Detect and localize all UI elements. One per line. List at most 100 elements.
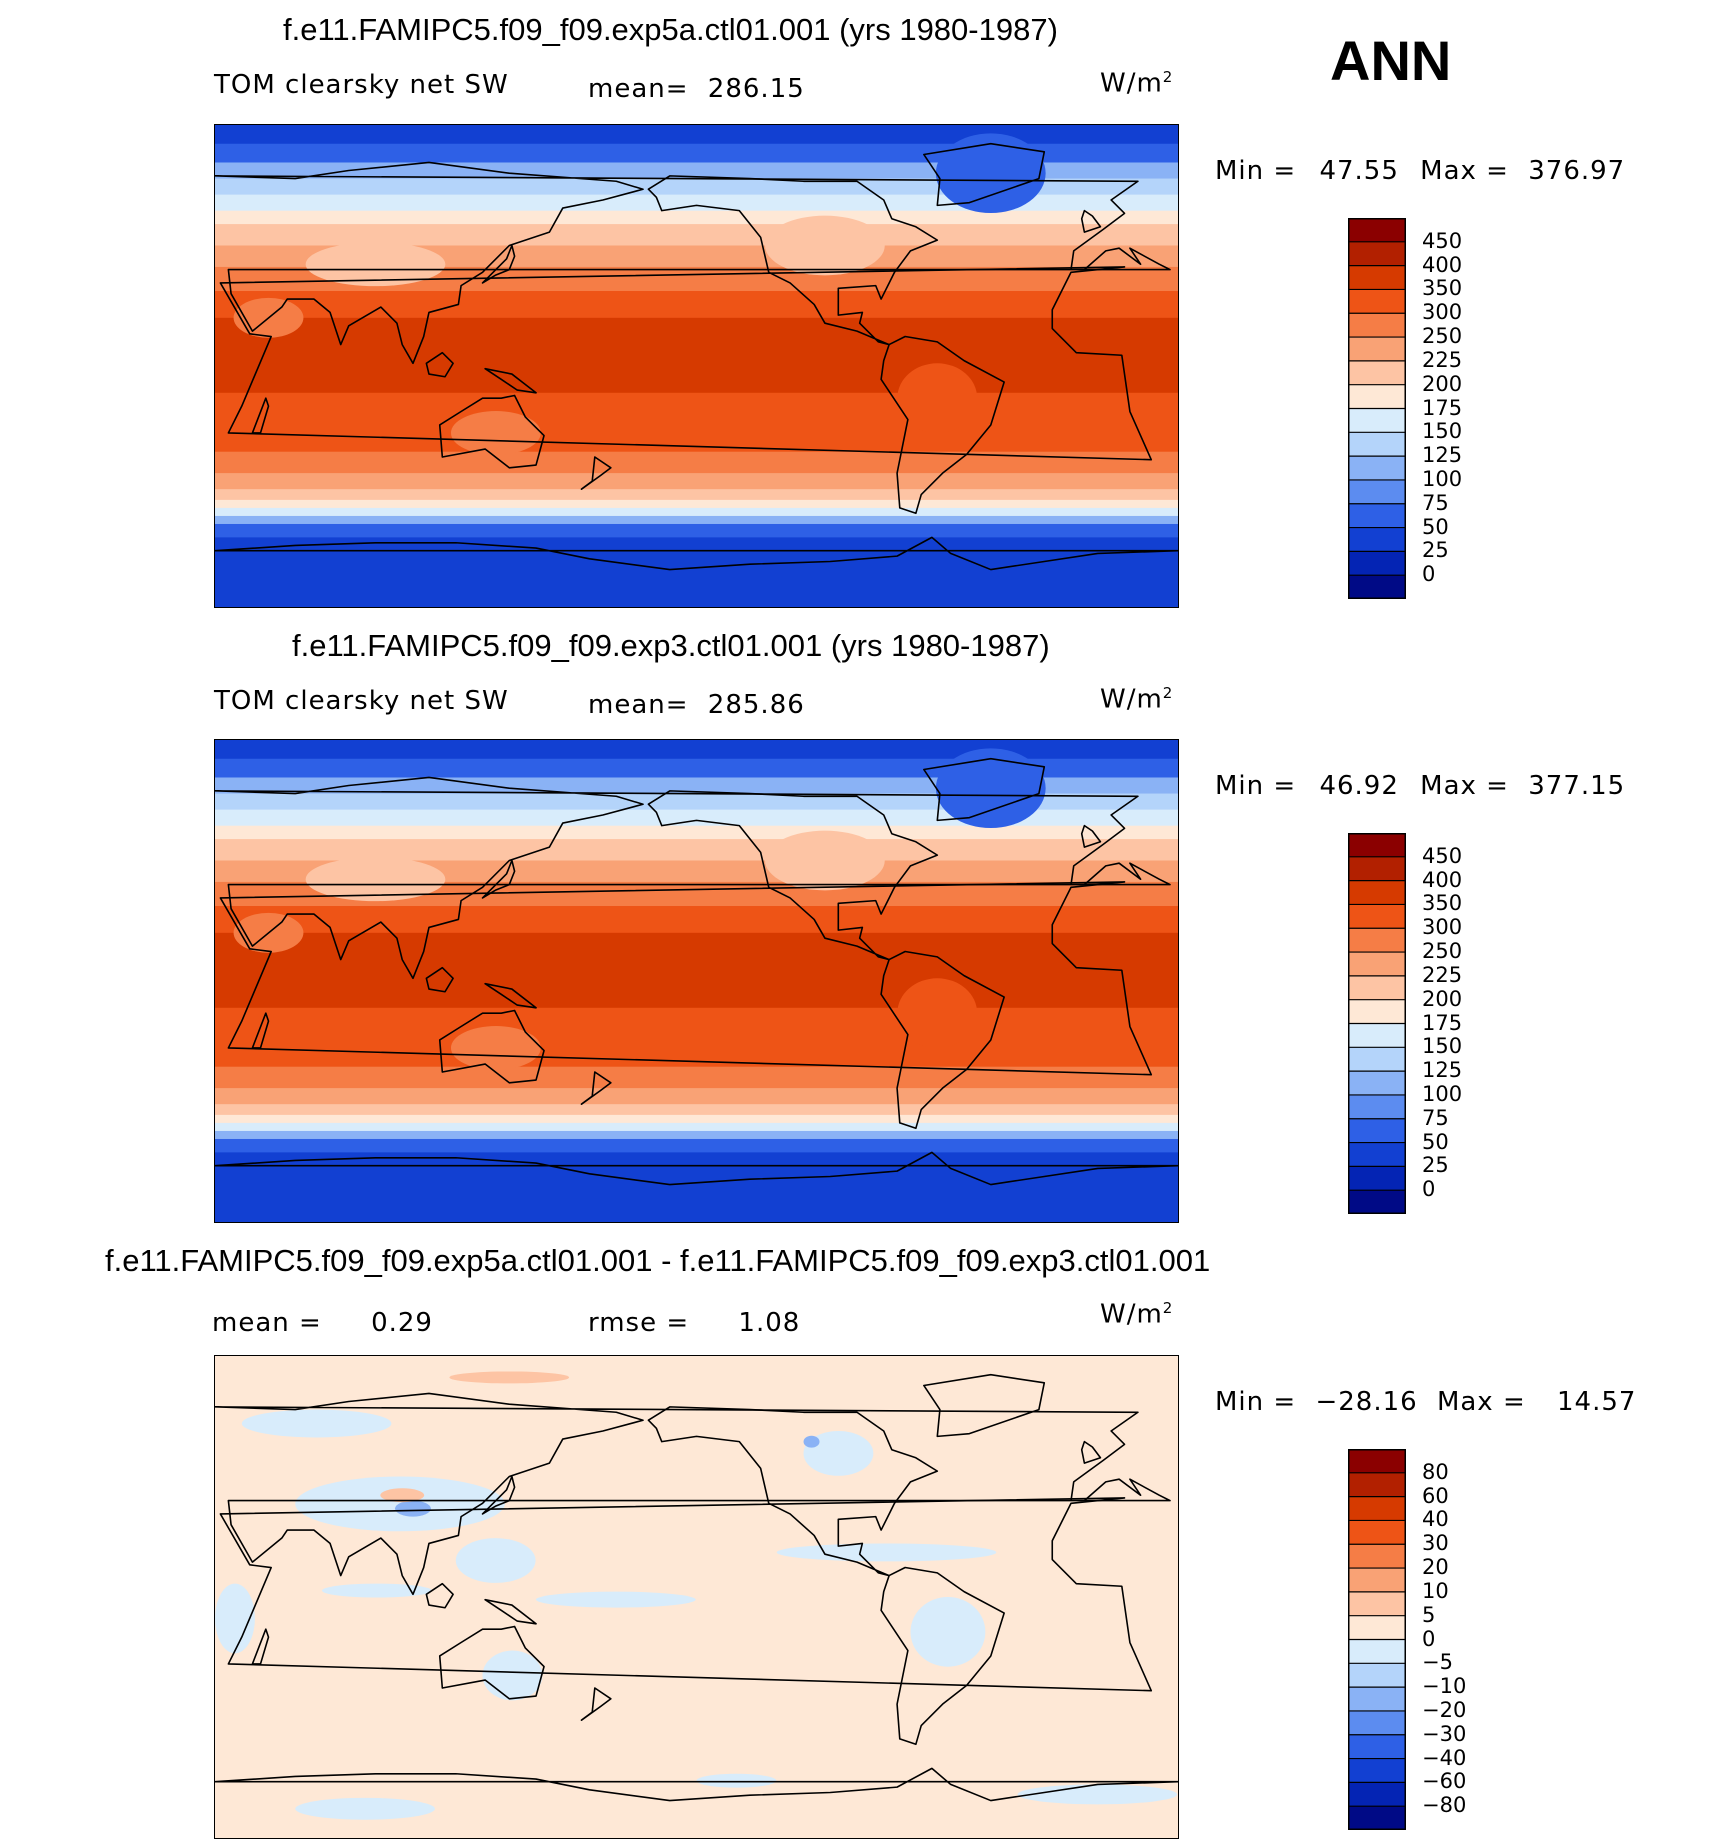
field-band <box>215 143 1178 163</box>
colorbar-tick-label: −40 <box>1422 1745 1467 1770</box>
panel2-min-label: Min = <box>1215 771 1297 801</box>
colorbar-tick-label: 100 <box>1422 1081 1463 1106</box>
colorbar-swatch <box>1348 904 1406 929</box>
coastline <box>580 1687 612 1721</box>
panel2-map <box>214 739 1179 1223</box>
panel2-colorbar <box>1348 833 1406 1214</box>
diff-negative-patch <box>295 1797 435 1820</box>
field-patch <box>450 1026 541 1070</box>
colorbar-tick-label: 175 <box>1422 395 1463 420</box>
colorbar-swatch <box>1348 1118 1406 1144</box>
coastline <box>481 859 516 899</box>
panel3-rmse: rmse = 1.08 <box>588 1308 800 1338</box>
colorbar-tick-label: 5 <box>1422 1602 1436 1627</box>
diff-negative-patch <box>482 1650 543 1701</box>
colorbar-swatch <box>1348 1591 1406 1617</box>
colorbar-swatch <box>1348 1758 1406 1783</box>
coastline <box>647 1406 939 1577</box>
panel1-min-label: Min = <box>1215 156 1297 186</box>
field-band <box>215 537 1178 607</box>
panel3-units: W/m2 <box>1100 1299 1173 1330</box>
colorbar-swatch <box>1348 218 1406 243</box>
colorbar-swatch <box>1348 1520 1406 1545</box>
colorbar-tick-label: 300 <box>1422 915 1463 940</box>
colorbar-swatch <box>1348 479 1406 505</box>
coastline <box>481 244 516 284</box>
colorbar-swatch <box>1348 999 1406 1024</box>
colorbar-tick-label: 50 <box>1422 514 1449 539</box>
coastline <box>1080 1440 1102 1464</box>
field-band <box>215 224 1178 246</box>
colorbar-swatch <box>1348 1734 1406 1760</box>
colorbar-frame <box>1348 218 1406 599</box>
colorbar-swatch <box>1348 551 1406 576</box>
colorbar-tick-label: 10 <box>1422 1578 1449 1603</box>
colorbar-swatch <box>1348 1806 1406 1830</box>
panel3-mean: mean = 0.29 <box>212 1308 433 1338</box>
season-label: ANN <box>1330 29 1452 92</box>
colorbar-swatch <box>1348 408 1406 433</box>
panel3-colorbar <box>1348 1449 1406 1830</box>
colorbar-tick-label: −80 <box>1422 1793 1467 1818</box>
coastline <box>425 1582 454 1609</box>
coastline <box>481 1475 516 1515</box>
colorbar-swatch <box>1348 527 1406 552</box>
panel3-min-value: −28.16 <box>1315 1387 1418 1417</box>
colorbar-tick-label: 450 <box>1422 228 1463 253</box>
diff-negative-patch <box>241 1409 392 1438</box>
diff-positive-patch <box>449 1371 570 1384</box>
panel3-units-sup: 2 <box>1162 1299 1174 1317</box>
coastline <box>215 161 1171 365</box>
colorbar-swatch <box>1348 1544 1406 1569</box>
colorbar-tick-label: 200 <box>1422 371 1463 396</box>
field-band <box>215 1039 1178 1068</box>
panel2-max-label: Max = <box>1420 771 1509 801</box>
panel1-units-label: W/m <box>1100 68 1163 99</box>
panel3-mean-value: 0.29 <box>371 1308 433 1338</box>
field-patch <box>305 242 446 287</box>
colorbar-tick-label: 75 <box>1422 1105 1449 1130</box>
field-patch <box>305 857 446 902</box>
panel3-max-label: Max = <box>1436 1387 1526 1417</box>
colorbar-swatch <box>1348 880 1406 905</box>
coastline <box>251 1628 270 1665</box>
colorbar-tick-label: 125 <box>1422 1058 1463 1083</box>
colorbar-swatch <box>1348 503 1406 529</box>
colorbar-swatch <box>1348 1190 1406 1214</box>
colorbar-swatch <box>1348 856 1406 882</box>
panel3-bands <box>215 1356 1178 1838</box>
panel1-title: f.e11.FAMIPC5.f09_f09.exp5a.ctl01.001 (y… <box>283 12 1058 47</box>
colorbar-tick-label: 0 <box>1422 1177 1436 1202</box>
field-patch <box>935 748 1046 829</box>
field-band <box>215 424 1178 453</box>
panel2-units: W/m2 <box>1100 684 1173 715</box>
panel1-units-sup: 2 <box>1162 68 1174 86</box>
diff-negative-patch <box>803 1430 874 1476</box>
colorbar-swatch <box>1348 1710 1406 1736</box>
coastline <box>425 966 454 993</box>
panel1-min-value: 47.55 <box>1319 156 1399 186</box>
field-band <box>215 178 1178 196</box>
panel1-mean: mean= 286.15 <box>588 74 805 104</box>
field-patch <box>450 411 541 455</box>
coastline <box>923 1373 1046 1438</box>
coastline <box>647 175 939 346</box>
field-band <box>215 1122 1178 1132</box>
colorbar-tick-label: 150 <box>1422 419 1463 444</box>
diff-negative-patch <box>455 1538 536 1583</box>
coastline <box>251 1012 270 1049</box>
coastline <box>484 367 537 394</box>
field-band <box>215 499 1178 509</box>
field-band <box>215 1130 1178 1140</box>
colorbar-tick-label: 125 <box>1422 443 1463 468</box>
panel3-min-label: Min = <box>1215 1387 1297 1417</box>
coastline <box>438 394 545 469</box>
panel2-min-max: Min = 46.92 Max = 377.15 <box>1215 771 1625 801</box>
colorbar-swatch <box>1348 1023 1406 1048</box>
field-band <box>215 291 1178 319</box>
field-band <box>215 740 1178 760</box>
colorbar-swatch <box>1348 833 1406 858</box>
colorbar-tick-label: 400 <box>1422 252 1463 277</box>
diff-negative-patch <box>776 1543 997 1562</box>
colorbar-frame <box>1348 1449 1406 1830</box>
